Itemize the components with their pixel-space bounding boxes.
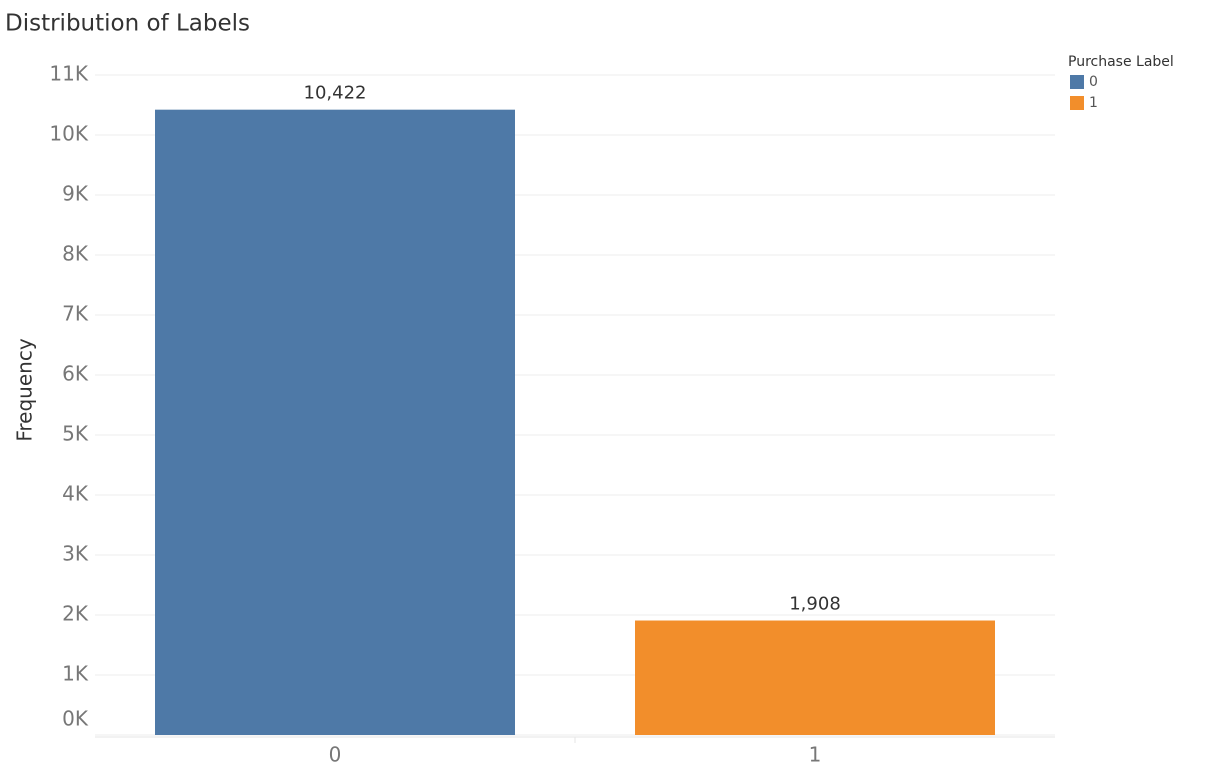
y-tick-label: 3K — [62, 542, 89, 566]
y-tick-label: 5K — [62, 422, 89, 446]
x-tick-label: 1 — [809, 743, 822, 767]
y-tick-label: 7K — [62, 302, 89, 326]
y-tick-label: 0K — [62, 707, 89, 731]
x-tick-label: 0 — [329, 743, 342, 767]
y-tick-label: 10K — [49, 122, 88, 146]
legend-swatch — [1070, 96, 1084, 110]
legend-swatch — [1070, 75, 1084, 89]
bar — [635, 620, 995, 735]
data-label: 1,908 — [789, 594, 841, 615]
y-tick-label: 8K — [62, 242, 89, 266]
y-tick-label: 11K — [49, 62, 88, 86]
legend-title: Purchase Label — [1068, 54, 1174, 70]
legend-label: 0 — [1089, 74, 1098, 90]
y-axis-label: Frequency — [13, 338, 37, 441]
y-tick-label: 1K — [62, 662, 89, 686]
y-tick-label: 2K — [62, 602, 89, 626]
bar — [155, 109, 515, 736]
legend-label: 1 — [1089, 95, 1098, 111]
y-tick-label: 9K — [62, 182, 89, 206]
data-label: 10,422 — [304, 83, 367, 104]
chart-title: Distribution of Labels — [5, 11, 250, 37]
y-tick-label: 6K — [62, 362, 89, 386]
y-tick-label: 4K — [62, 482, 89, 506]
